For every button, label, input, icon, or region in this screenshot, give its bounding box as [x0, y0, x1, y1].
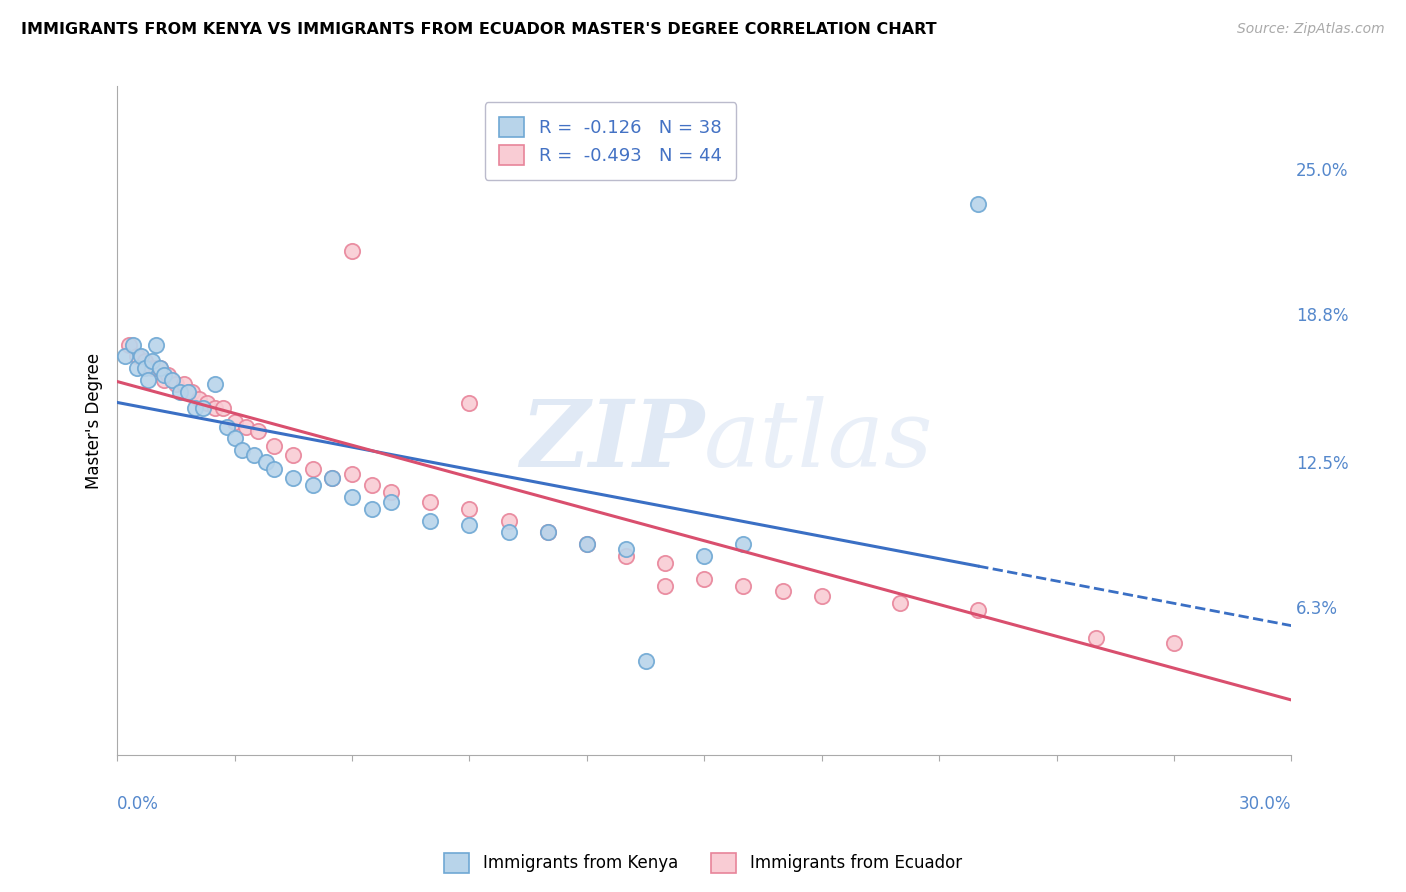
Point: [247, 425, 270, 439]
Point: [149, 361, 172, 376]
Point: [173, 377, 195, 392]
Point: [302, 462, 325, 476]
Point: [537, 525, 560, 540]
Point: [193, 401, 215, 415]
Point: [889, 596, 911, 610]
Point: [693, 572, 716, 586]
Text: 30.0%: 30.0%: [1239, 796, 1291, 814]
Y-axis label: Master's Degree: Master's Degree: [86, 353, 103, 489]
Point: [458, 501, 481, 516]
Point: [1163, 635, 1185, 649]
Point: [153, 368, 176, 382]
Point: [141, 361, 163, 376]
Point: [138, 373, 160, 387]
Point: [693, 549, 716, 563]
Point: [458, 518, 481, 533]
Point: [188, 392, 211, 406]
Point: [340, 467, 363, 481]
Point: [419, 514, 441, 528]
Point: [360, 501, 382, 516]
Point: [204, 377, 226, 392]
Point: [129, 349, 152, 363]
Point: [118, 337, 141, 351]
Point: [614, 541, 637, 556]
Point: [145, 337, 167, 351]
Text: ZIP: ZIP: [520, 396, 704, 486]
Point: [340, 244, 363, 258]
Legend: Immigrants from Kenya, Immigrants from Ecuador: Immigrants from Kenya, Immigrants from E…: [437, 847, 969, 880]
Point: [125, 361, 148, 376]
Text: Source: ZipAtlas.com: Source: ZipAtlas.com: [1237, 22, 1385, 37]
Point: [772, 584, 794, 599]
Point: [614, 549, 637, 563]
Point: [263, 438, 285, 452]
Point: [254, 455, 277, 469]
Point: [380, 485, 402, 500]
Point: [810, 589, 832, 603]
Point: [169, 384, 191, 399]
Point: [283, 448, 305, 462]
Point: [212, 401, 235, 415]
Point: [180, 384, 202, 399]
Point: [215, 419, 238, 434]
Point: [121, 337, 143, 351]
Point: [967, 196, 990, 211]
Point: [498, 514, 520, 528]
Text: atlas: atlas: [704, 396, 934, 486]
Point: [380, 495, 402, 509]
Point: [360, 478, 382, 492]
Point: [195, 396, 218, 410]
Point: [114, 349, 136, 363]
Point: [141, 354, 163, 368]
Point: [321, 471, 343, 485]
Point: [1084, 631, 1107, 645]
Point: [634, 655, 657, 669]
Point: [134, 354, 156, 368]
Point: [160, 373, 183, 387]
Legend: R =  -0.126   N = 38, R =  -0.493   N = 44: R = -0.126 N = 38, R = -0.493 N = 44: [485, 102, 737, 180]
Point: [157, 368, 180, 382]
Point: [184, 401, 207, 415]
Point: [235, 419, 257, 434]
Point: [243, 448, 266, 462]
Point: [419, 495, 441, 509]
Text: 0.0%: 0.0%: [117, 796, 159, 814]
Point: [1398, 607, 1406, 622]
Point: [340, 490, 363, 504]
Point: [302, 478, 325, 492]
Point: [733, 579, 755, 593]
Point: [654, 579, 676, 593]
Point: [575, 537, 598, 551]
Point: [967, 603, 990, 617]
Point: [263, 462, 285, 476]
Point: [145, 361, 167, 376]
Point: [224, 432, 246, 446]
Point: [498, 525, 520, 540]
Point: [654, 556, 676, 570]
Point: [283, 471, 305, 485]
Point: [125, 349, 148, 363]
Point: [153, 373, 176, 387]
Point: [733, 537, 755, 551]
Point: [224, 415, 246, 429]
Point: [321, 471, 343, 485]
Point: [176, 384, 198, 399]
Point: [134, 361, 156, 376]
Point: [231, 443, 253, 458]
Point: [458, 396, 481, 410]
Point: [204, 401, 226, 415]
Point: [575, 537, 598, 551]
Point: [165, 377, 187, 392]
Text: IMMIGRANTS FROM KENYA VS IMMIGRANTS FROM ECUADOR MASTER'S DEGREE CORRELATION CHA: IMMIGRANTS FROM KENYA VS IMMIGRANTS FROM…: [21, 22, 936, 37]
Point: [537, 525, 560, 540]
Point: [149, 361, 172, 376]
